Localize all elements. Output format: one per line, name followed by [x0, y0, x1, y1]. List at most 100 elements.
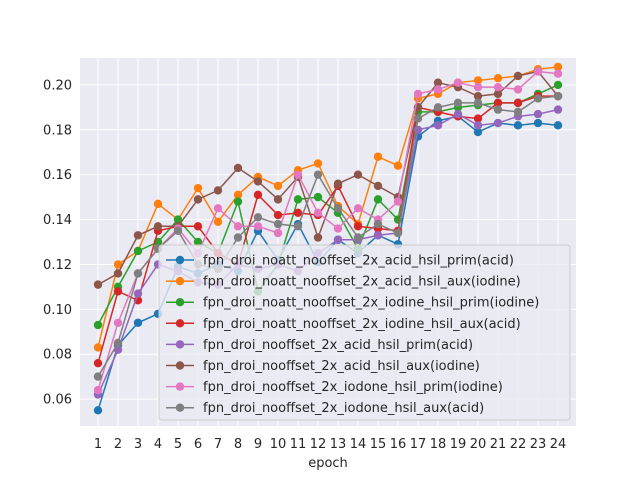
x-tick-label: 11: [290, 437, 307, 452]
data-point: [473, 127, 483, 137]
data-point: [413, 114, 423, 123]
data-point: [453, 109, 463, 119]
data-point: [153, 222, 163, 231]
data-point: [273, 210, 283, 220]
data-point: [493, 118, 503, 128]
data-point: [493, 82, 503, 92]
data-point: [353, 170, 363, 179]
x-tick-label: 15: [370, 437, 387, 452]
data-point: [173, 226, 183, 235]
data-point: [493, 89, 503, 99]
data-point: [133, 246, 143, 256]
data-point: [553, 80, 563, 90]
y-tick-label: 0.14: [43, 213, 72, 228]
data-point: [553, 69, 563, 78]
data-point: [233, 233, 243, 242]
data-point: [193, 183, 203, 193]
data-point: [533, 67, 543, 76]
data-point: [293, 170, 303, 179]
x-tick-labels: 1 2 3 4 5 6 7 8 9 10 11 12 13 14 15 16 17 18 19 20 21 22 23 24: [94, 437, 566, 452]
legend: fpn_droi_noatt_nooffset_2x_acid_hsil_pri…: [158, 244, 571, 421]
y-tick-label: 0.18: [43, 123, 72, 138]
x-tick-label: 9: [254, 437, 262, 452]
data-point: [193, 195, 203, 204]
legend-marker: [175, 276, 185, 286]
data-point: [373, 231, 383, 240]
x-tick-label: 24: [550, 437, 567, 452]
data-point: [333, 204, 343, 213]
y-tick-label: 0.12: [43, 258, 72, 273]
data-point: [373, 181, 383, 191]
legend-marker: [175, 319, 185, 328]
x-tick-label: 8: [234, 437, 242, 452]
data-point: [293, 222, 303, 231]
data-point: [273, 181, 283, 191]
data-point: [253, 177, 263, 186]
data-point: [293, 195, 303, 204]
data-point: [313, 233, 323, 242]
data-point: [233, 163, 243, 173]
legend-label: fpn_droi_nooffset_2x_acid_hsil_aux(iodin…: [203, 359, 480, 374]
data-point: [493, 105, 503, 114]
data-point: [353, 233, 363, 242]
legend-label: fpn_droi_noatt_nooffset_2x_acid_hsil_pri…: [203, 254, 514, 269]
data-point: [533, 94, 543, 103]
data-point: [553, 121, 563, 130]
data-point: [393, 197, 403, 206]
legend-item: fpn_droi_noatt_nooffset_2x_iodine_hsil_p…: [166, 296, 539, 311]
data-point: [433, 85, 443, 94]
y-tick-label: 0.10: [43, 303, 72, 318]
series-8: [93, 91, 563, 381]
data-point: [93, 280, 103, 289]
legend-item: fpn_droi_nooffset_2x_acid_hsil_aux(iodin…: [166, 359, 480, 374]
data-point: [153, 199, 163, 209]
x-tick-label: 5: [174, 437, 182, 452]
data-point: [533, 109, 543, 119]
data-point: [353, 204, 363, 213]
data-point: [113, 318, 123, 327]
data-point: [253, 190, 263, 200]
x-tick-label: 16: [390, 437, 407, 452]
data-point: [513, 121, 523, 130]
x-tick-label: 10: [270, 437, 287, 452]
data-point: [93, 372, 103, 381]
data-point: [513, 71, 523, 81]
legend-item: fpn_droi_nooffset_2x_acid_hsil_prim(acid…: [166, 338, 473, 353]
y-tick-label: 0.16: [43, 168, 72, 183]
data-point: [493, 98, 503, 108]
data-point: [433, 121, 443, 130]
data-point: [273, 228, 283, 238]
legend-label: fpn_droi_noatt_nooffset_2x_acid_hsil_aux…: [203, 275, 521, 290]
data-point: [213, 217, 223, 227]
data-point: [273, 195, 283, 204]
x-tick-label: 19: [450, 437, 467, 452]
x-tick-label: 22: [510, 437, 527, 452]
data-point: [93, 385, 103, 395]
x-tick-label: 23: [530, 437, 547, 452]
data-point: [233, 197, 243, 206]
x-tick-label: 3: [134, 437, 142, 452]
data-point: [93, 358, 103, 368]
data-point: [213, 204, 223, 213]
data-point: [113, 260, 123, 269]
x-tick-label: 12: [310, 437, 327, 452]
y-tick-label: 0.20: [43, 78, 72, 93]
data-point: [93, 406, 103, 415]
legend-marker: [175, 255, 185, 265]
data-point: [533, 118, 543, 128]
data-point: [353, 222, 363, 231]
data-point: [93, 343, 103, 352]
legend-marker: [175, 340, 185, 349]
data-point: [473, 121, 483, 130]
legend-label: fpn_droi_nooffset_2x_iodone_hsil_aux(aci…: [203, 401, 484, 416]
data-point: [313, 159, 323, 168]
data-point: [313, 208, 323, 218]
x-tick-label: 1: [94, 437, 102, 452]
x-tick-label: 7: [214, 437, 222, 452]
data-point: [173, 215, 183, 224]
data-point: [473, 114, 483, 123]
data-point: [313, 192, 323, 202]
data-point: [513, 98, 523, 108]
data-point: [453, 98, 463, 108]
